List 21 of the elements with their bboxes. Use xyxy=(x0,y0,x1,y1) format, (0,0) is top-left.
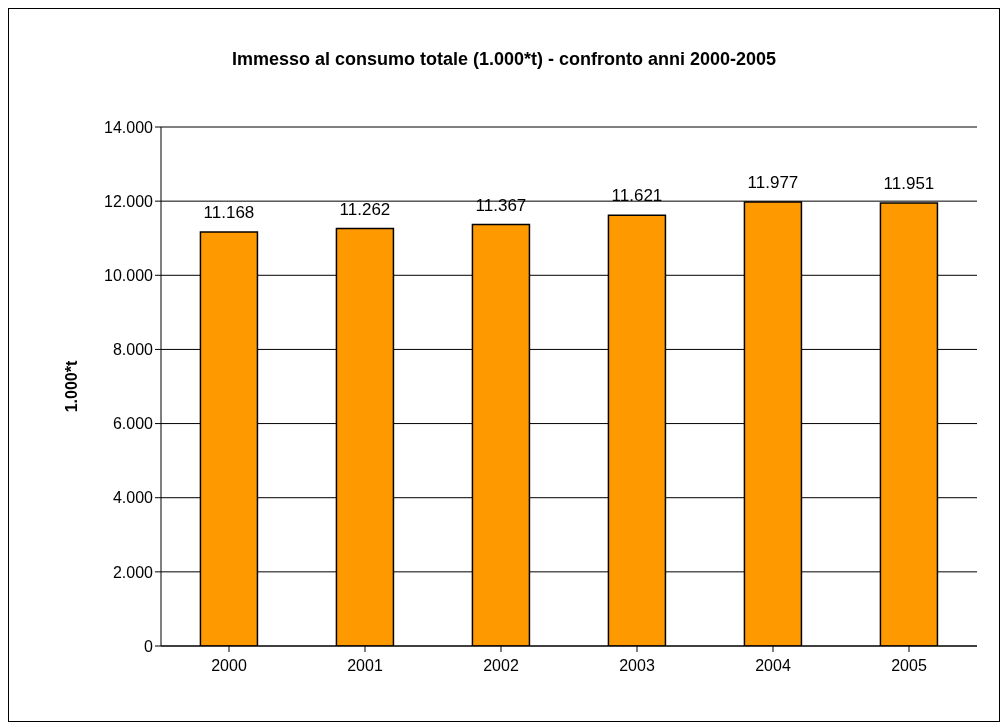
x-tick-label: 2004 xyxy=(755,657,791,675)
y-tick-label: 6.000 xyxy=(112,415,154,433)
data-label: 11.168 xyxy=(203,202,255,222)
x-tick-label: 2002 xyxy=(483,657,519,675)
data-label: 11.977 xyxy=(747,173,799,192)
y-tick-label: 4.000 xyxy=(112,489,154,507)
chart-title: Immesso al consumo totale (1.000*t) - confronto anni 2000-2005 xyxy=(230,49,778,70)
x-tick-label: 2001 xyxy=(347,657,383,675)
data-label: 11.951 xyxy=(883,173,935,193)
x-tick-label: 2005 xyxy=(891,657,927,675)
y-tick-label: 0 xyxy=(144,637,154,655)
data-label: 11.262 xyxy=(339,199,391,219)
y-tick-label: 12.000 xyxy=(104,192,154,210)
y-tick-label: 10.000 xyxy=(104,266,154,284)
x-tick-label: 2003 xyxy=(619,657,655,675)
x-tick-label: 2000 xyxy=(211,657,247,675)
y-tick-label: 8.000 xyxy=(112,341,154,359)
y-axis-title: 1.000*t xyxy=(62,360,80,413)
y-tick-label: 2.000 xyxy=(112,563,154,581)
y-tick-label: 14.000 xyxy=(104,118,154,136)
data-label: 11.621 xyxy=(611,186,663,206)
